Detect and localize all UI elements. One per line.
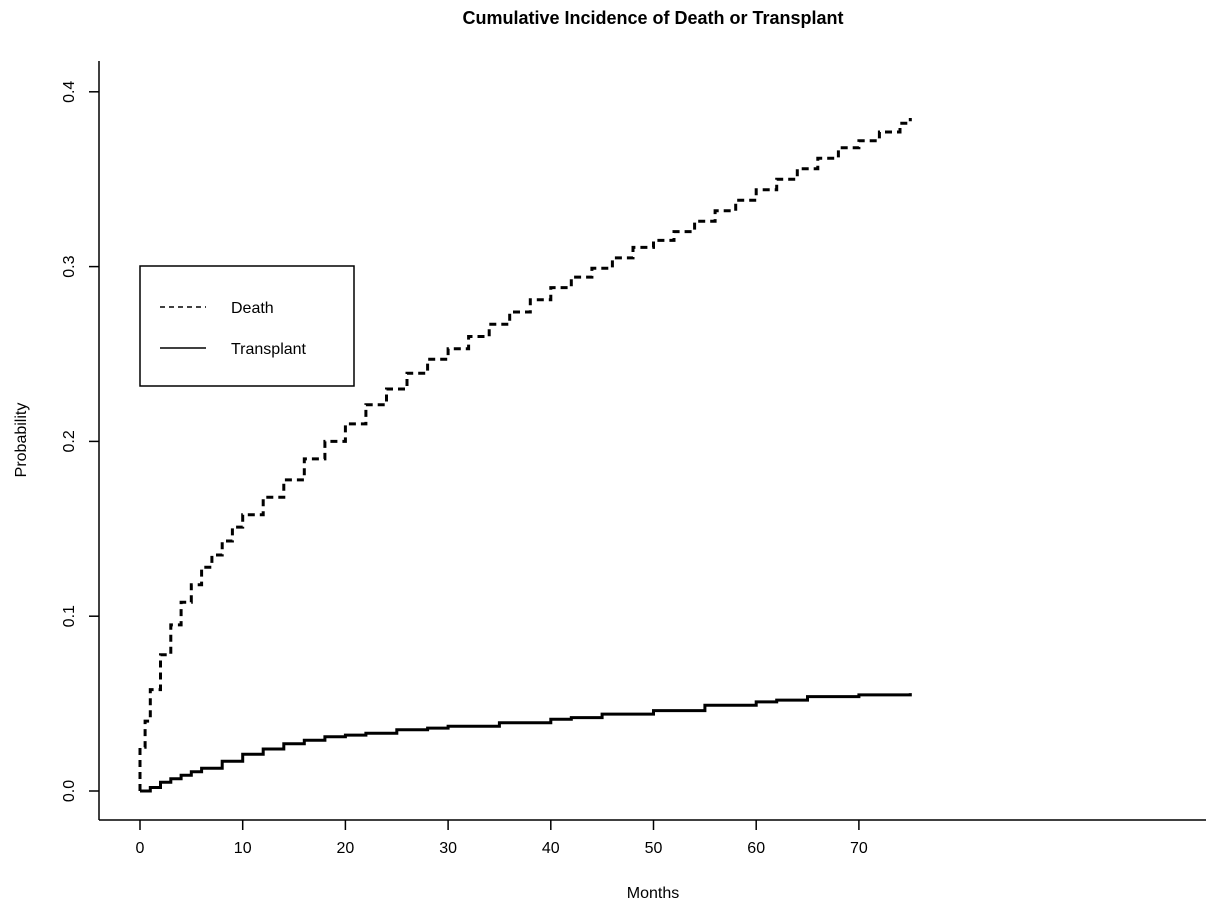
y-tick-label: 0.0 xyxy=(61,780,78,802)
y-axis-label: Probability xyxy=(13,403,30,478)
y-tick-label: 0.1 xyxy=(61,605,78,627)
x-tick-label: 10 xyxy=(234,840,252,857)
legend-box xyxy=(139,265,355,387)
x-axis-label: Months xyxy=(627,885,679,902)
x-tick-label: 30 xyxy=(439,840,457,857)
x-tick-label: 60 xyxy=(747,840,765,857)
legend-transplant-label: Transplant xyxy=(231,341,307,358)
x-axis-ticks: 0 10 20 30 40 50 60 70 xyxy=(136,820,868,857)
y-tick-label: 0.2 xyxy=(61,430,78,452)
series-line-death xyxy=(138,118,912,791)
legend-death-label: Death xyxy=(231,300,274,317)
x-tick-label: 0 xyxy=(136,840,145,857)
series-layer xyxy=(138,118,912,793)
y-tick-label: 0.4 xyxy=(61,81,78,103)
series-line-transplant xyxy=(140,693,912,793)
chart-title: Cumulative Incidence of Death or Transpl… xyxy=(462,8,843,28)
x-tick-label: 20 xyxy=(337,840,355,857)
x-tick-label: 40 xyxy=(542,840,560,857)
y-axis-ticks: 0.0 0.1 0.2 0.3 0.4 xyxy=(61,81,99,802)
legend: Death Transplant xyxy=(139,265,355,387)
x-tick-label: 70 xyxy=(850,840,868,857)
y-tick-label: 0.3 xyxy=(61,255,78,277)
x-tick-label: 50 xyxy=(645,840,663,857)
